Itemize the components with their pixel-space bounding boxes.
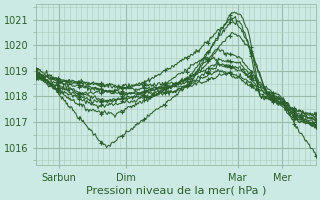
X-axis label: Pression niveau de la mer( hPa ): Pression niveau de la mer( hPa )	[86, 186, 266, 196]
